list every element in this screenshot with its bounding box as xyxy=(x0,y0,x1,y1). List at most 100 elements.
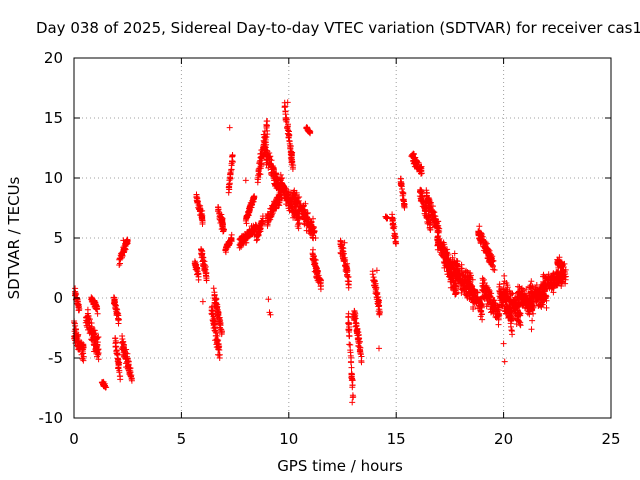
data-point xyxy=(471,286,478,293)
data-point xyxy=(266,150,273,156)
tick-labels: 0 5 10 15 20 25 -10 -5 0 5 10 15 20 xyxy=(39,49,621,448)
data-point xyxy=(454,267,461,274)
x-tick-label: 25 xyxy=(601,430,620,448)
data-point xyxy=(302,213,309,220)
data-point xyxy=(373,267,380,274)
data-point xyxy=(528,278,535,285)
data-point xyxy=(198,210,205,217)
data-point xyxy=(270,206,277,213)
data-point xyxy=(240,234,247,241)
data-point xyxy=(74,295,81,302)
data-point xyxy=(93,306,100,313)
data-point xyxy=(194,195,201,202)
data-point xyxy=(536,302,543,309)
data-point xyxy=(484,297,491,304)
data-point xyxy=(540,286,547,293)
data-point xyxy=(267,311,274,318)
y-tick-label: 10 xyxy=(44,169,63,187)
data-point xyxy=(399,196,406,203)
data-point xyxy=(88,296,95,303)
data-point xyxy=(434,222,441,229)
data-point xyxy=(346,333,353,340)
data-point xyxy=(370,277,377,283)
data-point xyxy=(228,167,235,174)
data-point xyxy=(247,203,254,210)
data-point xyxy=(412,156,419,163)
x-tick-label: 10 xyxy=(279,430,298,448)
data-point xyxy=(285,134,292,141)
data-point xyxy=(288,154,295,161)
data-point xyxy=(544,274,551,281)
data-point xyxy=(85,312,91,319)
data-point xyxy=(220,226,227,233)
data-point xyxy=(214,338,221,345)
data-point xyxy=(423,187,430,194)
data-point xyxy=(313,275,320,282)
data-point xyxy=(389,216,396,223)
data-point xyxy=(217,317,224,324)
data-point xyxy=(458,265,465,272)
data-point xyxy=(518,294,525,301)
data-point xyxy=(527,297,534,304)
data-point xyxy=(504,282,511,289)
data-point xyxy=(91,331,98,338)
data-point xyxy=(265,156,272,163)
data-point xyxy=(519,301,526,308)
data-point xyxy=(89,298,96,304)
data-point xyxy=(119,252,126,259)
data-point xyxy=(245,208,252,215)
data-point xyxy=(475,232,482,239)
data-point xyxy=(562,273,569,280)
data-point xyxy=(526,304,533,311)
data-point xyxy=(284,196,291,202)
data-point xyxy=(553,282,560,289)
data-point xyxy=(349,384,356,391)
data-point xyxy=(285,121,291,128)
data-point xyxy=(441,251,448,258)
data-point xyxy=(443,264,450,271)
data-point xyxy=(116,373,123,380)
data-point xyxy=(490,310,497,317)
data-point xyxy=(279,175,286,181)
data-point xyxy=(434,236,441,243)
data-point xyxy=(496,283,503,290)
data-point xyxy=(226,177,233,184)
data-point xyxy=(347,352,354,359)
data-point xyxy=(478,301,485,307)
x-axis-label: GPS time / hours xyxy=(277,457,403,475)
data-point xyxy=(489,253,496,260)
data-point xyxy=(539,299,545,306)
data-point xyxy=(341,258,348,265)
data-point xyxy=(196,205,203,212)
data-point xyxy=(472,290,479,296)
data-point xyxy=(311,229,318,236)
data-point xyxy=(513,305,520,312)
data-point xyxy=(356,346,363,353)
data-point xyxy=(502,293,509,300)
data-point xyxy=(415,159,422,166)
data-point xyxy=(112,343,119,350)
data-point xyxy=(76,346,82,353)
data-point xyxy=(285,127,292,134)
data-point xyxy=(250,196,257,203)
data-point xyxy=(303,227,310,234)
data-point xyxy=(409,153,416,159)
data-point xyxy=(555,260,562,267)
data-point xyxy=(418,197,425,204)
data-point xyxy=(92,342,99,349)
data-point xyxy=(470,306,477,312)
data-point xyxy=(501,272,508,279)
data-point xyxy=(72,337,79,344)
data-point xyxy=(192,260,199,267)
data-point xyxy=(111,294,118,301)
data-point xyxy=(349,394,356,401)
data-point xyxy=(262,133,269,140)
data-points xyxy=(71,99,569,406)
data-point xyxy=(369,268,376,275)
data-point xyxy=(115,317,122,324)
data-point xyxy=(263,121,270,128)
data-point xyxy=(486,253,493,260)
data-point xyxy=(351,317,358,324)
data-point xyxy=(79,344,86,351)
